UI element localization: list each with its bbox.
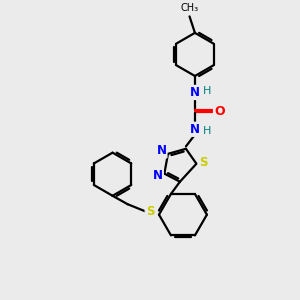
Text: S: S [146, 205, 154, 218]
Text: N: N [190, 123, 200, 136]
Text: N: N [190, 86, 200, 99]
Text: H: H [203, 126, 212, 136]
Text: O: O [214, 105, 225, 119]
Text: H: H [203, 86, 212, 96]
Text: S: S [199, 156, 207, 169]
Text: N: N [156, 144, 167, 158]
Text: CH₃: CH₃ [181, 3, 199, 13]
Text: N: N [153, 169, 163, 182]
